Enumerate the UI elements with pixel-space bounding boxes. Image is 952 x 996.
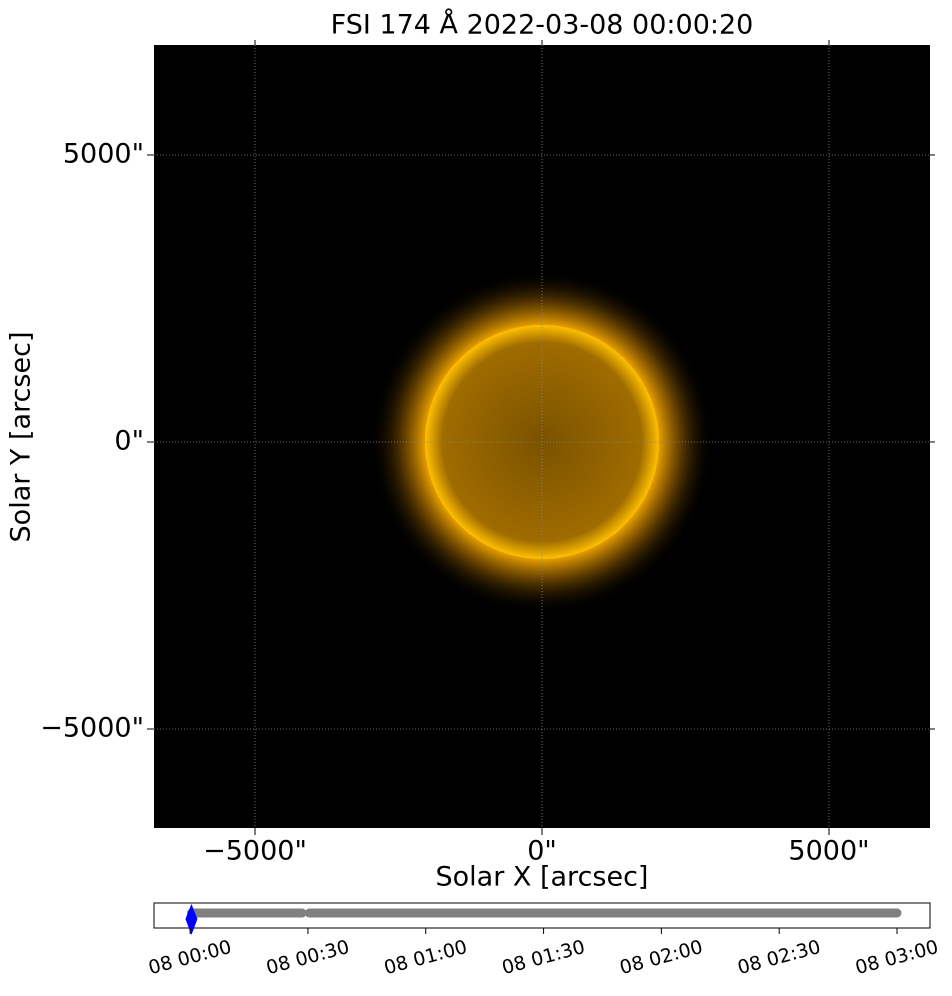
current-frame-marker — [185, 904, 198, 935]
chart-title: FSI 174 Å 2022-03-08 00:00:20 — [331, 9, 754, 41]
y-tick-label: 5000" — [63, 138, 144, 169]
y-tick-label: −5000" — [40, 712, 144, 743]
timeline-tick-label: 08 00:00 — [146, 936, 234, 979]
x-tick-label: −5000" — [203, 836, 307, 867]
x-tick-label: 5000" — [788, 836, 869, 867]
timeline-tick-label: 08 00:30 — [264, 936, 352, 979]
timeline-tick-label: 08 02:00 — [617, 936, 705, 979]
x-axis-label: Solar X [arcsec] — [436, 862, 649, 893]
y-axis-label: Solar Y [arcsec] — [6, 332, 37, 543]
timeline-tick-label: 08 03:00 — [853, 936, 941, 979]
timeline-frame — [153, 902, 931, 929]
y-tick-label: 0" — [114, 425, 144, 456]
timeline-tick-label: 08 02:30 — [735, 936, 823, 979]
timeline-tick-label: 08 01:00 — [382, 936, 470, 979]
x-tick-label: 0" — [527, 836, 557, 867]
timeline-tick-label: 08 01:30 — [500, 936, 588, 979]
